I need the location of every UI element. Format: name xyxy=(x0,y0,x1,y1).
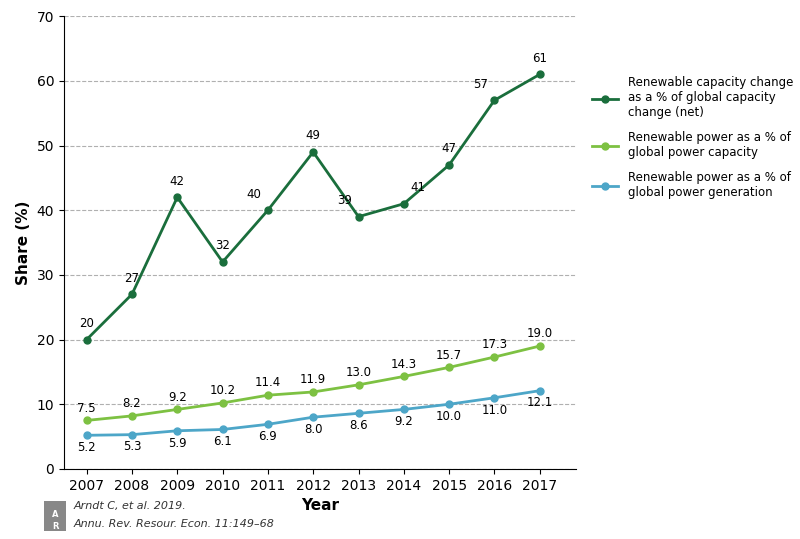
Text: A: A xyxy=(52,510,58,519)
Text: 15.7: 15.7 xyxy=(436,349,462,362)
Text: 42: 42 xyxy=(170,175,185,188)
Text: 8.0: 8.0 xyxy=(304,423,322,436)
Text: 20: 20 xyxy=(79,317,94,330)
Text: 57: 57 xyxy=(474,78,488,91)
Text: 27: 27 xyxy=(125,272,139,285)
Text: 47: 47 xyxy=(442,142,457,155)
Text: 8.2: 8.2 xyxy=(122,397,142,410)
Text: 6.1: 6.1 xyxy=(214,436,232,448)
Text: 41: 41 xyxy=(410,181,425,194)
Text: 10.2: 10.2 xyxy=(210,384,236,397)
Text: 17.3: 17.3 xyxy=(482,338,507,351)
Text: Annu. Rev. Resour. Econ. 11:149–68: Annu. Rev. Resour. Econ. 11:149–68 xyxy=(74,519,274,529)
Text: 10.0: 10.0 xyxy=(436,410,462,423)
Text: 39: 39 xyxy=(338,194,352,207)
Text: 9.2: 9.2 xyxy=(394,415,413,429)
Text: 32: 32 xyxy=(215,239,230,252)
Text: 5.3: 5.3 xyxy=(122,440,142,453)
Text: 61: 61 xyxy=(532,52,547,65)
Text: R: R xyxy=(52,522,58,531)
Text: 11.4: 11.4 xyxy=(254,376,281,389)
Text: 5.2: 5.2 xyxy=(78,441,96,454)
Text: 19.0: 19.0 xyxy=(526,327,553,340)
Text: 40: 40 xyxy=(247,188,262,201)
Text: 5.9: 5.9 xyxy=(168,437,186,450)
Y-axis label: Share (%): Share (%) xyxy=(16,201,31,285)
Text: 49: 49 xyxy=(306,129,321,142)
Text: 12.1: 12.1 xyxy=(526,397,553,410)
Text: 7.5: 7.5 xyxy=(78,402,96,414)
Text: 6.9: 6.9 xyxy=(258,430,278,443)
Text: 11.9: 11.9 xyxy=(300,373,326,386)
Text: 14.3: 14.3 xyxy=(390,357,417,371)
Legend: Renewable capacity change
as a % of global capacity
change (net), Renewable powe: Renewable capacity change as a % of glob… xyxy=(592,77,793,199)
Text: 9.2: 9.2 xyxy=(168,391,186,404)
Text: 8.6: 8.6 xyxy=(350,419,368,432)
Text: 11.0: 11.0 xyxy=(482,404,507,417)
X-axis label: Year: Year xyxy=(301,498,339,513)
Text: 13.0: 13.0 xyxy=(346,366,371,379)
Text: Arndt C, et al. 2019.: Arndt C, et al. 2019. xyxy=(74,501,186,511)
